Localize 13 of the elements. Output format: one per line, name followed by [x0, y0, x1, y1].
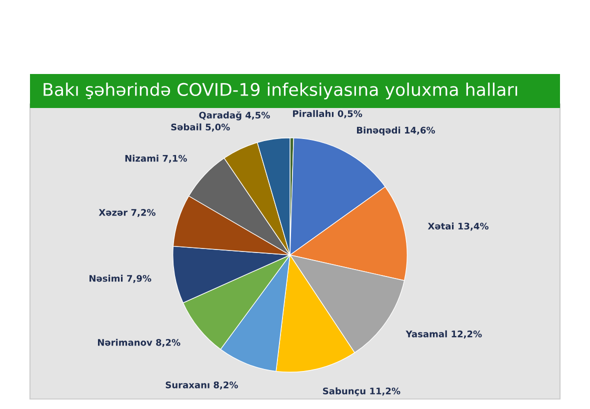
slice-label: Qaradağ 4,5%	[199, 111, 270, 120]
slice-label: Xəzər 7,2%	[98, 209, 156, 218]
slice-label: Yasamal 12,2%	[406, 330, 482, 339]
slice-label: Nəsimi 7,9%	[90, 274, 152, 283]
chart-title: Bakı şəhərində COVID-19 infeksiyasına yoluxma halları	[44, 82, 518, 100]
slice-label: Səbail 5,0%	[171, 123, 230, 132]
slice-label: Nizami 7,1%	[125, 154, 187, 163]
slice-label: Sabunçu 11,2%	[323, 387, 400, 396]
slice-label: Xətai 13,4%	[428, 222, 488, 231]
slice-label: Suraxanı 8,2%	[166, 381, 238, 390]
slice-label: Nərimanov 8,2%	[98, 338, 180, 348]
slice-label: Pirallahı 0,5%	[293, 110, 362, 118]
slice-label: Binəqədi 14,6%	[356, 126, 436, 136]
